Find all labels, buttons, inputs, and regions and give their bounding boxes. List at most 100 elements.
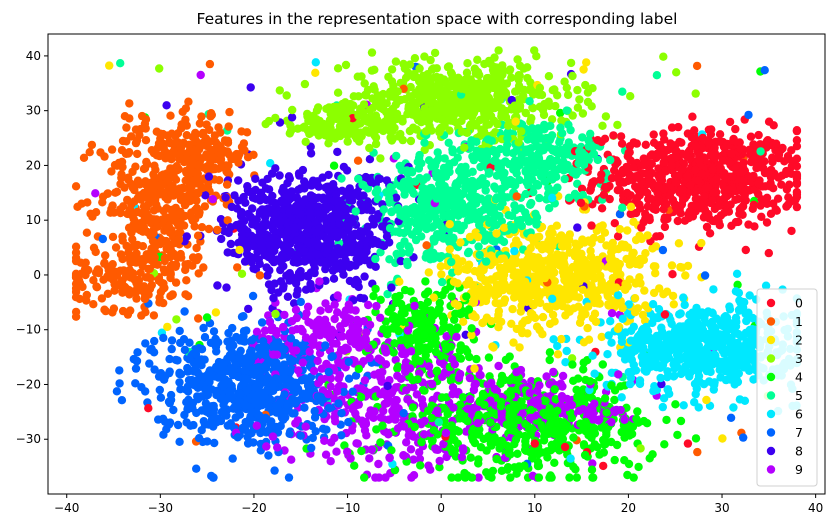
data-point-label-4 [579, 385, 588, 394]
data-point-label-0 [777, 180, 786, 189]
data-point-label-6 [679, 401, 688, 410]
data-point-label-4 [623, 470, 632, 480]
data-point-label-7 [183, 363, 192, 373]
data-point-label-1 [182, 131, 191, 140]
data-point-label-1 [147, 280, 156, 290]
data-point-label-0 [768, 153, 777, 162]
data-point-label-5 [485, 218, 494, 227]
data-point-label-3 [282, 91, 291, 100]
data-point-label-1 [512, 192, 521, 201]
data-point-label-0 [637, 223, 646, 232]
data-point-label-8 [244, 187, 253, 196]
data-point-label-1 [171, 278, 181, 287]
data-point-label-3 [575, 95, 584, 104]
data-point-label-5 [503, 127, 513, 137]
data-point-label-5 [116, 59, 125, 68]
data-point-label-3 [544, 72, 554, 81]
data-point-label-4 [660, 440, 669, 449]
data-point-label-0 [688, 112, 697, 121]
data-point-label-7 [199, 323, 208, 333]
data-point-label-4 [476, 443, 486, 452]
data-point-label-7 [344, 374, 354, 383]
data-point-label-9 [457, 452, 467, 462]
data-point-label-3 [300, 79, 310, 89]
data-point-label-3 [420, 145, 429, 155]
data-point-label-3 [275, 86, 284, 95]
data-point-label-8 [573, 223, 582, 232]
data-point-label-9 [326, 457, 335, 466]
data-point-label-1 [124, 223, 134, 232]
data-point-label-8 [321, 276, 330, 285]
data-point-label-5 [444, 138, 453, 147]
data-point-label-9 [458, 444, 468, 453]
data-point-label-6 [729, 403, 738, 412]
data-point-label-1 [92, 282, 101, 291]
data-point-label-0 [715, 130, 725, 139]
data-point-label-6 [740, 396, 750, 405]
data-point-label-5 [584, 142, 593, 151]
data-point-label-2 [638, 310, 648, 320]
data-point-label-2 [105, 61, 114, 70]
data-point-label-3 [566, 58, 576, 68]
data-point-label-5 [455, 166, 464, 175]
data-point-label-0 [783, 152, 793, 161]
data-point-label-7 [700, 271, 710, 280]
data-point-label-4 [579, 365, 588, 374]
data-point-label-4 [202, 313, 212, 322]
data-point-label-2 [532, 322, 542, 331]
data-point-label-9 [383, 399, 392, 408]
data-point-label-7 [296, 297, 305, 307]
data-point-label-4 [691, 434, 701, 443]
data-point-label-6 [311, 58, 320, 67]
data-point-label-9 [588, 459, 597, 468]
data-point-label-4 [469, 436, 478, 445]
data-point-label-0 [616, 132, 626, 141]
data-point-label-7 [344, 417, 353, 427]
data-point-label-2 [600, 228, 610, 237]
data-point-label-4 [464, 305, 474, 314]
data-point-label-6 [603, 350, 612, 359]
data-point-label-2 [494, 306, 504, 316]
data-point-label-2 [623, 226, 632, 235]
data-point-label-4 [458, 393, 468, 402]
data-point-label-7 [209, 473, 218, 482]
data-point-label-7 [156, 393, 166, 402]
data-point-label-5 [545, 156, 554, 166]
data-point-label-7 [296, 431, 305, 440]
data-point-label-4 [569, 433, 578, 442]
data-point-label-9 [287, 455, 296, 464]
data-point-label-4 [616, 382, 625, 391]
data-point-label-3 [349, 92, 358, 101]
data-point-label-0 [683, 439, 693, 448]
data-point-label-8 [217, 234, 226, 244]
data-point-label-3 [636, 444, 645, 453]
data-point-label-9 [330, 314, 339, 324]
data-point-label-2 [584, 236, 593, 245]
data-point-label-2 [500, 223, 509, 232]
data-point-label-3 [562, 83, 571, 93]
data-point-label-9 [361, 418, 370, 427]
data-point-label-1 [122, 123, 131, 132]
data-point-label-4 [556, 108, 565, 118]
data-point-label-4 [610, 395, 619, 405]
data-point-label-1 [204, 224, 214, 234]
data-point-label-9 [381, 473, 390, 482]
data-point-label-3 [581, 80, 590, 90]
data-point-label-1 [168, 290, 177, 299]
data-point-label-2 [674, 239, 684, 248]
data-point-label-1 [179, 221, 189, 230]
data-point-label-1 [123, 310, 133, 319]
data-point-label-2 [424, 268, 433, 277]
data-point-label-5 [376, 248, 385, 257]
data-point-label-1 [422, 241, 431, 250]
data-point-label-6 [627, 355, 636, 364]
data-point-label-3 [285, 129, 294, 138]
data-point-label-3 [341, 60, 351, 70]
data-point-label-3 [539, 110, 549, 120]
data-point-label-0 [660, 222, 670, 232]
data-point-label-8 [234, 176, 243, 185]
data-point-label-1 [83, 198, 92, 207]
data-point-label-4 [376, 438, 385, 447]
data-point-label-4 [387, 446, 396, 455]
data-point-label-9 [378, 367, 387, 377]
